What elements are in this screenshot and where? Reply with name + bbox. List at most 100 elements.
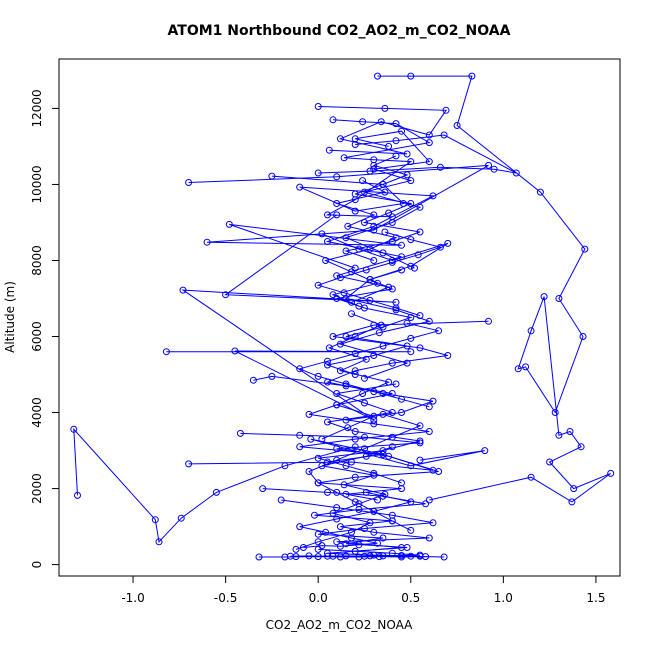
data-point xyxy=(311,511,318,519)
data-point xyxy=(162,348,170,356)
series-line xyxy=(188,438,485,471)
data-point xyxy=(374,72,381,80)
data-point xyxy=(305,468,313,475)
data-point xyxy=(407,334,415,342)
data-point xyxy=(259,485,267,493)
data-point xyxy=(407,262,415,270)
data-point xyxy=(392,304,400,312)
data-point xyxy=(527,327,535,335)
data-point xyxy=(351,428,359,435)
data-point xyxy=(324,552,331,560)
data-point xyxy=(318,542,326,550)
data-point xyxy=(340,289,348,297)
data-point xyxy=(385,378,393,386)
data-point xyxy=(425,139,433,147)
data-point xyxy=(370,388,378,396)
data-point xyxy=(268,172,276,180)
x-tick-label: 1.0 xyxy=(494,591,513,605)
series-3 xyxy=(162,211,415,424)
data-point xyxy=(522,363,530,371)
data-point xyxy=(70,425,78,433)
data-point xyxy=(314,103,322,110)
data-point xyxy=(407,498,415,506)
data-point xyxy=(362,488,370,496)
data-point xyxy=(225,220,233,228)
data-point xyxy=(333,200,341,207)
data-point xyxy=(296,365,304,373)
series-line xyxy=(318,383,421,484)
y-tick-label: 4000 xyxy=(30,397,44,428)
y-tick-label: 10000 xyxy=(30,165,44,203)
data-point xyxy=(185,179,193,186)
data-point xyxy=(342,247,350,255)
data-point xyxy=(359,177,367,185)
data-point xyxy=(333,390,341,397)
data-point xyxy=(322,528,330,536)
data-point xyxy=(388,433,396,441)
data-point xyxy=(388,219,396,226)
data-point xyxy=(436,163,444,171)
data-point xyxy=(392,137,400,145)
data-point xyxy=(403,319,411,327)
data-point xyxy=(370,222,378,230)
data-point xyxy=(336,135,344,143)
data-point xyxy=(342,382,350,390)
data-point xyxy=(314,538,322,546)
data-point xyxy=(392,306,400,314)
data-point xyxy=(329,509,337,517)
series-line xyxy=(188,164,489,269)
data-point xyxy=(444,239,452,247)
data-point xyxy=(268,372,276,380)
data-point xyxy=(398,266,405,274)
data-point xyxy=(361,399,368,407)
series-8 xyxy=(324,116,433,221)
series-6 xyxy=(314,131,520,177)
series-line xyxy=(240,432,439,501)
data-point xyxy=(403,544,411,551)
data-point xyxy=(425,534,433,542)
data-point xyxy=(425,496,433,504)
data-point xyxy=(351,498,359,506)
data-point xyxy=(398,479,405,487)
data-point xyxy=(155,538,163,546)
data-point xyxy=(366,276,374,283)
data-point xyxy=(429,192,437,200)
data-point xyxy=(388,409,396,416)
data-point xyxy=(342,234,350,242)
data-point xyxy=(333,401,341,409)
data-point xyxy=(379,249,387,257)
data-point xyxy=(388,517,396,525)
data-point xyxy=(398,241,405,249)
data-point xyxy=(568,498,576,506)
data-point xyxy=(436,243,444,251)
data-point xyxy=(407,72,415,80)
data-point xyxy=(527,473,535,481)
data-point xyxy=(325,146,333,154)
data-point xyxy=(416,437,424,445)
data-point xyxy=(314,479,322,487)
data-point xyxy=(381,104,389,112)
series-22 xyxy=(342,127,433,272)
data-point xyxy=(324,488,331,496)
series-line xyxy=(318,134,517,174)
data-point xyxy=(555,295,563,302)
data-point xyxy=(388,443,396,451)
series-24 xyxy=(318,310,393,443)
data-point xyxy=(333,504,341,512)
data-point xyxy=(425,317,433,325)
x-tick-label: -0.5 xyxy=(214,591,237,605)
data-point xyxy=(342,333,350,340)
data-point xyxy=(362,355,370,363)
data-point xyxy=(305,552,313,560)
data-point xyxy=(355,541,363,549)
data-point xyxy=(333,515,341,523)
data-point xyxy=(344,424,352,432)
data-point xyxy=(314,169,322,177)
data-point xyxy=(512,169,520,177)
data-point xyxy=(314,553,322,561)
data-point xyxy=(296,523,304,531)
data-point xyxy=(379,410,387,418)
data-point xyxy=(370,528,378,536)
data-point xyxy=(359,390,367,397)
data-point xyxy=(403,150,411,158)
